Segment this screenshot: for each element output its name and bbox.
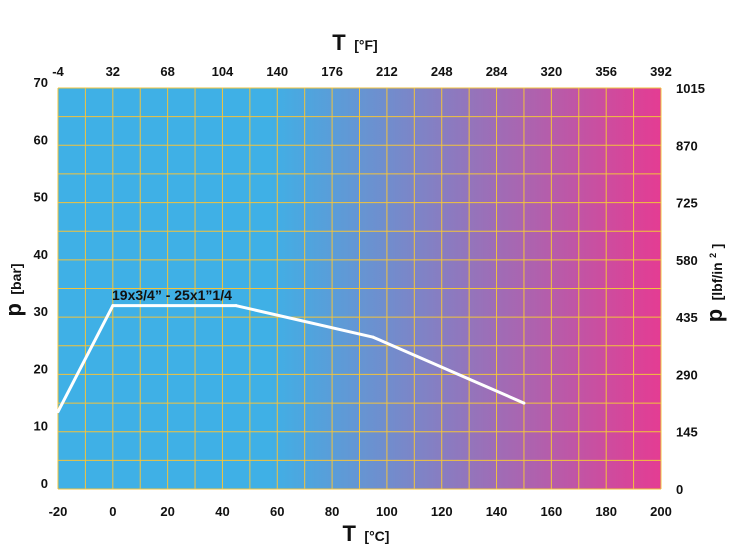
- x-axis-top-title: T [°F]: [332, 30, 377, 55]
- y-tick-psi: 145: [676, 425, 698, 440]
- x-tick-fahrenheit: 104: [212, 64, 234, 79]
- x-tick-celsius: 40: [215, 504, 229, 519]
- series-point: [522, 401, 526, 405]
- y-axis-left-title: p [bar]: [1, 263, 26, 316]
- y-tick-psi: 725: [676, 196, 698, 211]
- y-tick-psi: 870: [676, 138, 698, 153]
- y-tick-bar: 60: [34, 132, 48, 147]
- y-tick-psi: 580: [676, 253, 698, 268]
- y-tick-bar: 70: [34, 75, 48, 90]
- x-tick-fahrenheit: 140: [266, 64, 288, 79]
- x-tick-fahrenheit: 356: [595, 64, 617, 79]
- x-tick-celsius: 120: [431, 504, 453, 519]
- x-tick-fahrenheit: 284: [486, 64, 508, 79]
- x-tick-celsius: 100: [376, 504, 398, 519]
- series-group: [56, 304, 526, 414]
- x-tick-fahrenheit: 392: [650, 64, 672, 79]
- x-tick-fahrenheit: -4: [52, 64, 64, 79]
- series-point: [56, 410, 60, 414]
- x-tick-fahrenheit: 68: [160, 64, 174, 79]
- y-tick-bar: 10: [34, 419, 48, 434]
- grid-lines: [57, 87, 662, 490]
- x-tick-celsius: 160: [541, 504, 563, 519]
- y-axis-psi-ticks: 0 145 290 435 580 725 870 1015: [676, 81, 705, 497]
- series-point: [234, 304, 238, 308]
- series-point: [371, 335, 375, 339]
- y-tick-psi: 435: [676, 310, 698, 325]
- x-tick-celsius: -20: [49, 504, 68, 519]
- x-axis-bottom-title: T [°C]: [343, 521, 390, 546]
- x-tick-celsius: 180: [595, 504, 617, 519]
- x-tick-fahrenheit: 176: [321, 64, 343, 79]
- y-tick-bar: 40: [34, 247, 48, 262]
- x-tick-fahrenheit: 212: [376, 64, 398, 79]
- y-tick-bar: 50: [34, 190, 48, 205]
- y-tick-psi: 290: [676, 367, 698, 382]
- x-tick-celsius: 80: [325, 504, 339, 519]
- x-tick-celsius: 20: [160, 504, 174, 519]
- x-axis-fahrenheit-ticks: -4 32 68 104 140 176 212 248 284 320 356 392: [52, 64, 672, 79]
- series-point: [111, 304, 115, 308]
- y-tick-bar: 20: [34, 361, 48, 376]
- x-tick-celsius: 0: [109, 504, 116, 519]
- x-axis-celsius-ticks: -20 0 20 40 60 80 100 120 140 160 180 200: [49, 504, 672, 519]
- x-tick-celsius: 140: [486, 504, 508, 519]
- x-tick-fahrenheit: 32: [106, 64, 120, 79]
- x-tick-celsius: 200: [650, 504, 672, 519]
- series-annotation: 19x3/4” - 25x1”1/4: [112, 287, 232, 303]
- y-tick-psi: 1015: [676, 81, 705, 96]
- x-tick-fahrenheit: 248: [431, 64, 453, 79]
- x-tick-fahrenheit: 320: [541, 64, 563, 79]
- y-tick-psi: 0: [676, 482, 683, 497]
- x-tick-celsius: 60: [270, 504, 284, 519]
- y-axis-right-title: p [lbf/in 2 ]: [702, 244, 727, 323]
- y-axis-bar-ticks: 0 10 20 30 40 50 60 70: [34, 75, 48, 491]
- y-tick-bar: 0: [41, 476, 48, 491]
- y-tick-bar: 30: [34, 304, 48, 319]
